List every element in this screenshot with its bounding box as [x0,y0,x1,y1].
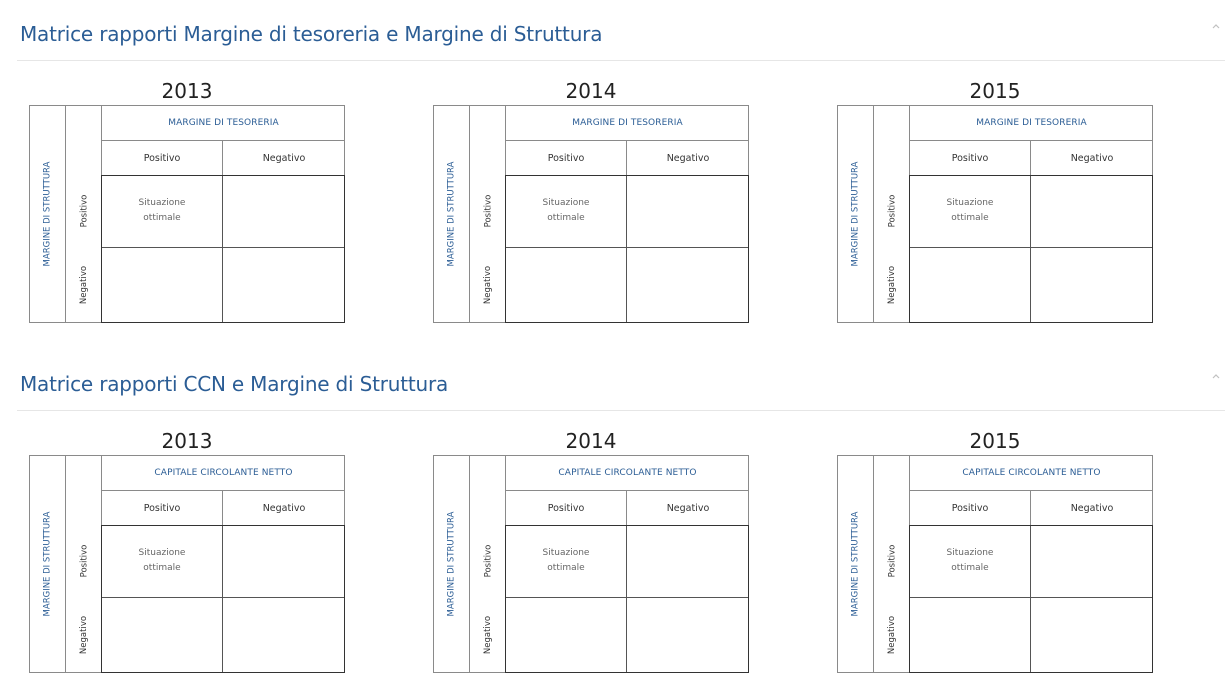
matrix-2015: MARGINE DI STRUTTURA Positivo Negativo C… [837,455,1153,673]
year-label: 2014 [565,429,617,453]
section-divider [17,410,1225,411]
column-header-label: MARGINE DI TESORERIA [910,105,1153,141]
row-positive-label: Positivo [483,544,493,578]
matrix-2014: MARGINE DI STRUTTURA Positivo Negativo C… [433,455,749,673]
optimal-cell-label: Situazione ottimale [542,198,590,223]
column-positive-label: Positivo [506,141,627,175]
column-negative-label: Negativo [262,502,306,514]
grid-divider [506,597,748,598]
row-positive-label: Positivo [887,544,897,578]
row-negative-label: Negativo [887,265,897,305]
optimal-cell-label: Situazione ottimale [946,548,994,573]
optimal-cell-label: Situazione ottimale [138,198,186,223]
year-label: 2015 [969,429,1021,453]
row-positive-label: Positivo [483,194,493,228]
column-header-label: MARGINE DI TESORERIA [102,105,345,141]
section-title: Matrice rapporti CCN e Margine di Strutt… [20,372,449,396]
structure-column [29,105,66,323]
grid-divider [910,597,1152,598]
column-negative-label: Negativo [666,502,710,514]
grid-divider [626,176,627,322]
row-positive-label: Positivo [79,194,89,228]
column-positive-label: Positivo [910,491,1031,525]
column-header-label: MARGINE DI TESORERIA [506,105,749,141]
grid-divider [626,526,627,672]
column-positive-label: Positivo [506,491,627,525]
section-divider [17,60,1225,61]
matrix-2013: MARGINE DI STRUTTURA Positivo Negativo C… [29,455,345,673]
grid-divider [222,176,223,322]
year-label: 2015 [969,79,1021,103]
grid-divider [102,247,344,248]
chevron-up-icon[interactable] [1210,370,1222,382]
row-header-label: MARGINE DI STRUTTURA [42,511,53,617]
column-header-label: CAPITALE CIRCOLANTE NETTO [506,455,749,491]
grid-divider [102,597,344,598]
column-positive-label: Positivo [910,141,1031,175]
year-label: 2013 [161,429,213,453]
matrix-grid: Situazione ottimale [101,525,345,673]
grid-divider [910,247,1152,248]
matrix-grid: Situazione ottimale [505,175,749,323]
row-positive-label: Positivo [79,544,89,578]
matrix-grid: Situazione ottimale [505,525,749,673]
structure-column [433,455,470,673]
grid-divider [506,247,748,248]
optimal-cell-label: Situazione ottimale [138,548,186,573]
row-negative-label: Negativo [483,615,493,655]
column-positive-label: Positivo [102,141,223,175]
column-negative-label: Negativo [666,152,710,164]
structure-column [837,455,874,673]
row-negative-label: Negativo [887,615,897,655]
row-header-label: MARGINE DI STRUTTURA [446,161,457,267]
structure-column [837,105,874,323]
matrix-2014: MARGINE DI STRUTTURA Positivo Negativo M… [433,105,749,323]
section-header[interactable]: Matrice rapporti CCN e Margine di Strutt… [0,350,1225,411]
structure-column [29,455,66,673]
section-title: Matrice rapporti Margine di tesoreria e … [20,22,603,46]
section-header[interactable]: Matrice rapporti Margine di tesoreria e … [0,0,1225,61]
optimal-cell-label: Situazione ottimale [542,548,590,573]
row-header-label: MARGINE DI STRUTTURA [850,511,861,617]
grid-divider [1030,176,1031,322]
row-positive-label: Positivo [887,194,897,228]
row-header-label: MARGINE DI STRUTTURA [42,161,53,267]
grid-divider [222,526,223,672]
matrix-grid: Situazione ottimale [909,175,1153,323]
year-label: 2014 [565,79,617,103]
structure-column [433,105,470,323]
optimal-cell-label: Situazione ottimale [946,198,994,223]
matrix-2015: MARGINE DI STRUTTURA Positivo Negativo M… [837,105,1153,323]
row-negative-label: Negativo [483,265,493,305]
matrix-grid: Situazione ottimale [101,175,345,323]
year-label: 2013 [161,79,213,103]
row-negative-label: Negativo [79,615,89,655]
row-header-label: MARGINE DI STRUTTURA [850,161,861,267]
grid-divider [1030,526,1031,672]
row-negative-label: Negativo [79,265,89,305]
column-header-label: CAPITALE CIRCOLANTE NETTO [910,455,1153,491]
column-negative-label: Negativo [1070,152,1114,164]
matrix-grid: Situazione ottimale [909,525,1153,673]
column-header-label: CAPITALE CIRCOLANTE NETTO [102,455,345,491]
column-negative-label: Negativo [1070,502,1114,514]
column-positive-label: Positivo [102,491,223,525]
matrix-2013: MARGINE DI STRUTTURA Positivo Negativo M… [29,105,345,323]
row-header-label: MARGINE DI STRUTTURA [446,511,457,617]
column-negative-label: Negativo [262,152,306,164]
chevron-up-icon[interactable] [1210,20,1222,32]
